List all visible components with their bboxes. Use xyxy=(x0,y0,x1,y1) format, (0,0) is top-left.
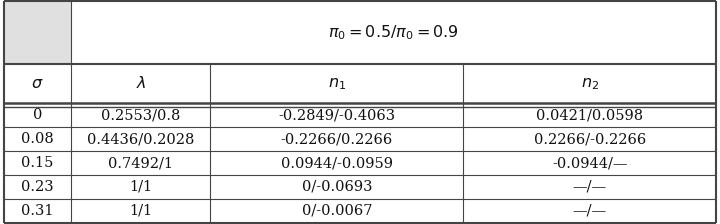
Text: 0.23: 0.23 xyxy=(21,180,54,194)
Text: 0.15: 0.15 xyxy=(22,156,54,170)
Text: $\pi_0 = 0.5/\pi_0 = 0.9$: $\pi_0 = 0.5/\pi_0 = 0.9$ xyxy=(328,23,459,42)
Bar xyxy=(4,127,716,151)
Text: 0.7492/1: 0.7492/1 xyxy=(108,156,174,170)
Bar xyxy=(71,64,210,103)
Text: 0.0421/0.0598: 0.0421/0.0598 xyxy=(536,108,644,122)
Bar xyxy=(210,64,464,103)
Bar xyxy=(4,1,71,64)
Text: 0/-0.0693: 0/-0.0693 xyxy=(302,180,372,194)
Text: 0: 0 xyxy=(33,108,42,122)
Text: 1/1: 1/1 xyxy=(130,204,153,218)
Text: 0.4436/0.2028: 0.4436/0.2028 xyxy=(87,132,194,146)
Text: $\lambda$: $\lambda$ xyxy=(135,75,146,92)
Text: 0.0944/-0.0959: 0.0944/-0.0959 xyxy=(281,156,393,170)
Text: 1/1: 1/1 xyxy=(130,180,153,194)
Text: $n_1$: $n_1$ xyxy=(328,75,346,92)
Bar xyxy=(4,64,71,103)
Text: 0.2553/0.8: 0.2553/0.8 xyxy=(101,108,181,122)
Bar xyxy=(4,199,716,223)
Bar xyxy=(71,1,716,64)
Text: 0/-0.0067: 0/-0.0067 xyxy=(302,204,372,218)
Text: —/—: —/— xyxy=(573,204,607,218)
Text: 0.2266/-0.2266: 0.2266/-0.2266 xyxy=(534,132,646,146)
Text: -0.0944/—: -0.0944/— xyxy=(552,156,628,170)
Text: -0.2849/-0.4063: -0.2849/-0.4063 xyxy=(278,108,395,122)
Bar xyxy=(4,151,716,175)
Text: —/—: —/— xyxy=(573,180,607,194)
Text: 0.31: 0.31 xyxy=(21,204,54,218)
Text: $n_2$: $n_2$ xyxy=(581,75,599,92)
Bar xyxy=(464,64,716,103)
Text: 0.08: 0.08 xyxy=(21,132,54,146)
Text: $\sigma$: $\sigma$ xyxy=(31,75,44,92)
Bar xyxy=(4,103,716,127)
Text: -0.2266/0.2266: -0.2266/0.2266 xyxy=(281,132,393,146)
Bar xyxy=(4,175,716,199)
